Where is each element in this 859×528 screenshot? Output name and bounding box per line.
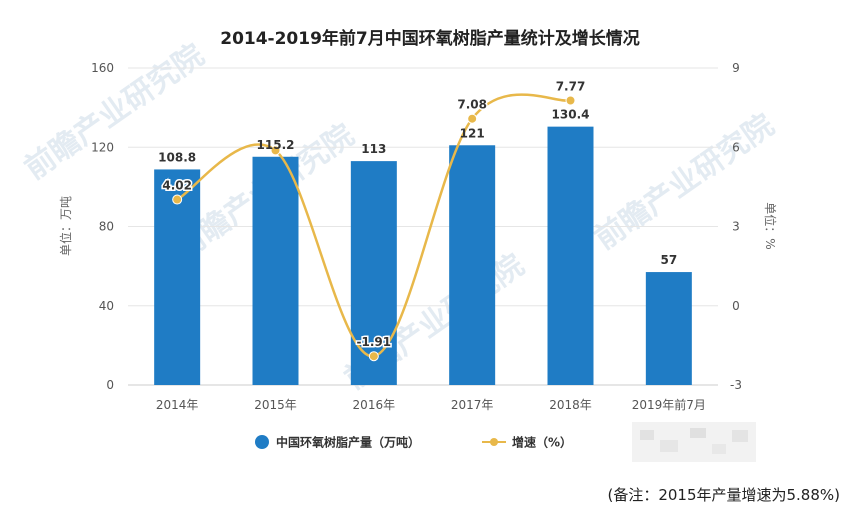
legend-marker-bar bbox=[255, 435, 269, 449]
y-right-tick-label: 9 bbox=[732, 61, 740, 75]
y-right-tick-label: -3 bbox=[730, 378, 742, 392]
watermark-text: 前瞻产业研究院 bbox=[589, 108, 781, 257]
bar bbox=[154, 169, 201, 385]
legend-label-line: 增速（%） bbox=[512, 435, 572, 450]
bar-series bbox=[154, 126, 692, 386]
y-right-tick-label: 0 bbox=[732, 299, 740, 313]
line-point bbox=[172, 194, 183, 205]
bar-value-label: 108.8 bbox=[158, 150, 196, 164]
y-right-tick-label: 3 bbox=[732, 220, 740, 234]
footnote: (备注：2015年产量增速为5.88%) bbox=[607, 486, 840, 504]
y-right-tick-label: 6 bbox=[732, 140, 740, 154]
x-tick-label: 2016年 bbox=[353, 398, 396, 412]
x-axis-ticks: 2014年 2015年 2016年 2017年 2018年 2019年前7月 bbox=[156, 397, 706, 412]
chart-title: 2014-2019年前7月中国环氧树脂产量统计及增长情况 bbox=[220, 28, 640, 49]
legend: 中国环氧树脂产量（万吨） 增速（%） bbox=[255, 435, 572, 450]
bar bbox=[449, 145, 496, 385]
x-tick-label: 2015年 bbox=[254, 398, 297, 412]
bar-value-label: 130.4 bbox=[552, 108, 590, 122]
y-left-tick-label: 0 bbox=[106, 378, 114, 392]
legend-label-bar: 中国环氧树脂产量（万吨） bbox=[276, 435, 420, 450]
x-tick-label: 2018年 bbox=[549, 398, 592, 412]
line-value-label: -1.91 bbox=[357, 335, 392, 349]
x-tick-label: 2017年 bbox=[451, 398, 494, 412]
y-axis-right-ticks: -3 0 3 6 9 bbox=[730, 61, 742, 392]
y-axis-left-label: 单位：万吨 bbox=[58, 196, 73, 256]
line-point bbox=[565, 95, 576, 106]
bar-value-label: 115.2 bbox=[257, 138, 295, 152]
bar bbox=[547, 126, 594, 386]
y-axis-left-ticks: 0 40 80 120 160 bbox=[91, 61, 114, 392]
line-value-label: 7.77 bbox=[556, 79, 586, 93]
line-point bbox=[467, 113, 478, 124]
x-tick-label: 2014年 bbox=[156, 398, 199, 412]
blurred-logo bbox=[632, 422, 756, 462]
y-left-tick-label: 120 bbox=[91, 140, 114, 154]
gridlines bbox=[128, 67, 718, 386]
bar-value-label: 113 bbox=[361, 142, 386, 156]
line-point bbox=[270, 145, 281, 156]
y-left-tick-label: 80 bbox=[99, 220, 114, 234]
line-point bbox=[368, 351, 379, 362]
bar-value-label: 57 bbox=[660, 253, 677, 267]
bar bbox=[252, 156, 299, 385]
y-left-tick-label: 160 bbox=[91, 61, 114, 75]
bar bbox=[645, 272, 692, 385]
bar-value-label: 121 bbox=[460, 126, 485, 140]
line-value-label: 4.02 bbox=[162, 179, 192, 193]
line-series bbox=[172, 93, 576, 362]
y-left-tick-label: 40 bbox=[99, 299, 114, 313]
y-axis-right-label: 单位：% bbox=[763, 202, 778, 249]
line-value-label: 7.08 bbox=[457, 98, 487, 112]
x-tick-label: 2019年前7月 bbox=[632, 397, 706, 412]
data-labels: 108.8 115.2 113 121 130.4 57 4.02 -1.91 7.08 7.77 bbox=[158, 78, 677, 351]
legend-marker-line bbox=[490, 438, 498, 446]
